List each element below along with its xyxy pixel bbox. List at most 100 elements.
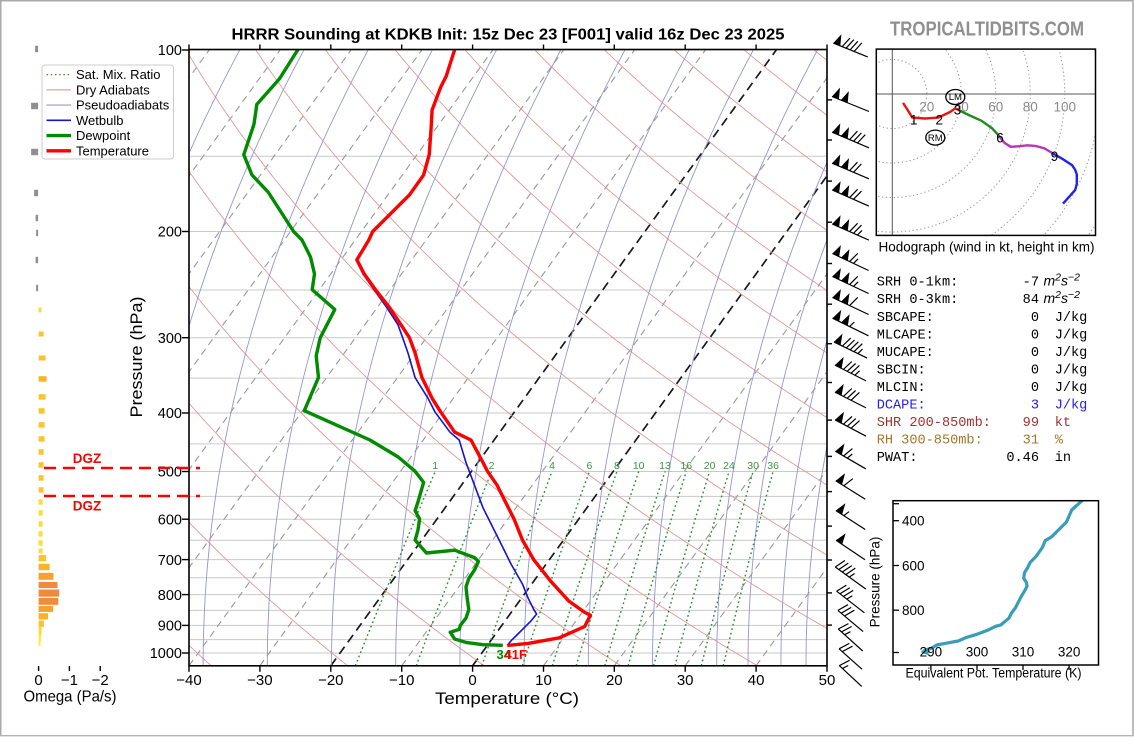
svg-text:60: 60 [988, 100, 1003, 115]
svg-text:8: 8 [614, 460, 620, 472]
svg-text:40: 40 [748, 672, 765, 689]
svg-text:20: 20 [606, 672, 623, 689]
svg-text:SBCAPE:: SBCAPE: [877, 311, 934, 326]
svg-text:MLCIN:: MLCIN: [877, 381, 926, 396]
svg-text:50: 50 [819, 672, 836, 689]
svg-text:30: 30 [747, 460, 759, 472]
svg-text:600: 600 [158, 512, 182, 528]
svg-text:400: 400 [158, 406, 182, 422]
svg-text:0: 0 [1031, 346, 1039, 361]
svg-text:1: 1 [910, 113, 918, 128]
svg-text:9: 9 [1051, 149, 1059, 164]
svg-text:20: 20 [919, 100, 934, 115]
svg-text:30: 30 [677, 672, 694, 689]
svg-text:LM: LM [949, 92, 962, 103]
svg-text:kt: kt [1055, 416, 1071, 431]
svg-text:300: 300 [158, 331, 182, 347]
svg-text:99: 99 [1023, 416, 1039, 431]
svg-text:100: 100 [158, 43, 182, 59]
svg-text:0: 0 [1031, 381, 1039, 396]
svg-text:%: % [1055, 434, 1064, 449]
svg-text:J/kg: J/kg [1055, 363, 1088, 378]
svg-text:0.46: 0.46 [1006, 451, 1039, 466]
svg-text:J/kg: J/kg [1055, 328, 1088, 343]
svg-text:700: 700 [158, 553, 182, 569]
svg-text:Wetbulb: Wetbulb [76, 113, 123, 128]
svg-text:Pressure (hPa): Pressure (hPa) [128, 297, 146, 418]
svg-text:DGZ: DGZ [73, 499, 102, 514]
svg-text:SHR 200-850mb:: SHR 200-850mb: [877, 416, 991, 431]
svg-text:6: 6 [996, 131, 1004, 146]
svg-text:TROPICALTIDBITS.COM: TROPICALTIDBITS.COM [890, 19, 1084, 41]
svg-text:SRH 0-1km:: SRH 0-1km: [877, 276, 959, 291]
svg-text:RH 300-850mb:: RH 300-850mb: [877, 434, 983, 449]
svg-text:−2: −2 [92, 672, 109, 689]
svg-text:-7: -7 [1023, 276, 1039, 291]
svg-text:DCAPE:: DCAPE: [877, 399, 926, 414]
svg-text:Omega (Pa/s): Omega (Pa/s) [24, 689, 117, 706]
svg-text:3: 3 [1031, 399, 1039, 414]
svg-text:SBCIN:: SBCIN: [877, 363, 926, 378]
svg-text:Pressure (hPa): Pressure (hPa) [867, 537, 882, 628]
svg-text:PWAT:: PWAT: [877, 451, 918, 466]
svg-text:in: in [1055, 451, 1071, 466]
svg-text:−10: −10 [389, 672, 414, 689]
svg-text:0: 0 [1031, 311, 1039, 326]
svg-text:80: 80 [1023, 100, 1038, 115]
svg-text:−20: −20 [318, 672, 343, 689]
svg-text:SRH 0-3km:: SRH 0-3km: [877, 293, 959, 308]
svg-text:Temperature (°C): Temperature (°C) [435, 690, 579, 708]
svg-text:13: 13 [659, 460, 671, 472]
svg-text:Dry Adiabats: Dry Adiabats [76, 82, 150, 97]
svg-text:24: 24 [723, 460, 735, 472]
svg-text:0: 0 [1031, 328, 1039, 343]
svg-text:Temperature: Temperature [76, 143, 149, 158]
svg-text:900: 900 [158, 619, 182, 635]
svg-text:Hodograph (wind in kt, height: Hodograph (wind in kt, height in km) [879, 240, 1095, 255]
svg-text:J/kg: J/kg [1055, 381, 1088, 396]
svg-text:320: 320 [1058, 645, 1081, 660]
svg-text:100: 100 [1054, 100, 1077, 115]
svg-text:84: 84 [1023, 293, 1039, 308]
svg-text:20: 20 [704, 460, 716, 472]
svg-text:2: 2 [489, 460, 495, 472]
svg-text:DGZ: DGZ [73, 451, 102, 466]
svg-text:1000: 1000 [150, 646, 182, 662]
svg-text:31: 31 [1023, 434, 1039, 449]
svg-text:0: 0 [1031, 363, 1039, 378]
svg-text:4: 4 [549, 460, 555, 472]
svg-text:16: 16 [680, 460, 692, 472]
svg-text:Equivalent Pot. Temperature (K: Equivalent Pot. Temperature (K) [906, 666, 1082, 681]
svg-text:10: 10 [535, 672, 552, 689]
svg-text:Dewpoint: Dewpoint [76, 128, 131, 143]
svg-text:Pseudoadiabats: Pseudoadiabats [76, 98, 170, 113]
svg-text:HRRR Sounding at KDKB Init: 15: HRRR Sounding at KDKB Init: 15z Dec 23 [… [232, 27, 785, 44]
svg-text:10: 10 [633, 460, 645, 472]
svg-text:36: 36 [767, 460, 779, 472]
svg-text:Sat. Mix. Ratio: Sat. Mix. Ratio [76, 67, 161, 82]
svg-text:3: 3 [954, 103, 962, 118]
svg-text:2: 2 [936, 113, 944, 128]
svg-text:800: 800 [902, 603, 925, 618]
svg-text:MUCAPE:: MUCAPE: [877, 346, 934, 361]
svg-text:RM: RM [928, 133, 943, 144]
svg-text:200: 200 [158, 225, 182, 241]
svg-text:J/kg: J/kg [1055, 311, 1088, 326]
svg-text:400: 400 [902, 514, 925, 529]
svg-text:300: 300 [966, 645, 989, 660]
svg-text:290: 290 [920, 645, 943, 660]
svg-text:−1: −1 [61, 672, 78, 689]
svg-text:800: 800 [158, 588, 182, 604]
svg-text:−40: −40 [176, 672, 201, 689]
svg-text:MLCAPE:: MLCAPE: [877, 328, 934, 343]
svg-text:0: 0 [34, 672, 42, 689]
svg-text:J/kg: J/kg [1055, 399, 1088, 414]
svg-text:41F: 41F [505, 647, 527, 662]
svg-text:600: 600 [902, 558, 925, 573]
svg-text:0: 0 [468, 672, 476, 689]
svg-text:34: 34 [497, 647, 512, 662]
svg-text:1: 1 [432, 460, 438, 472]
svg-text:−30: −30 [247, 672, 272, 689]
svg-text:J/kg: J/kg [1055, 346, 1088, 361]
svg-text:6: 6 [586, 460, 592, 472]
